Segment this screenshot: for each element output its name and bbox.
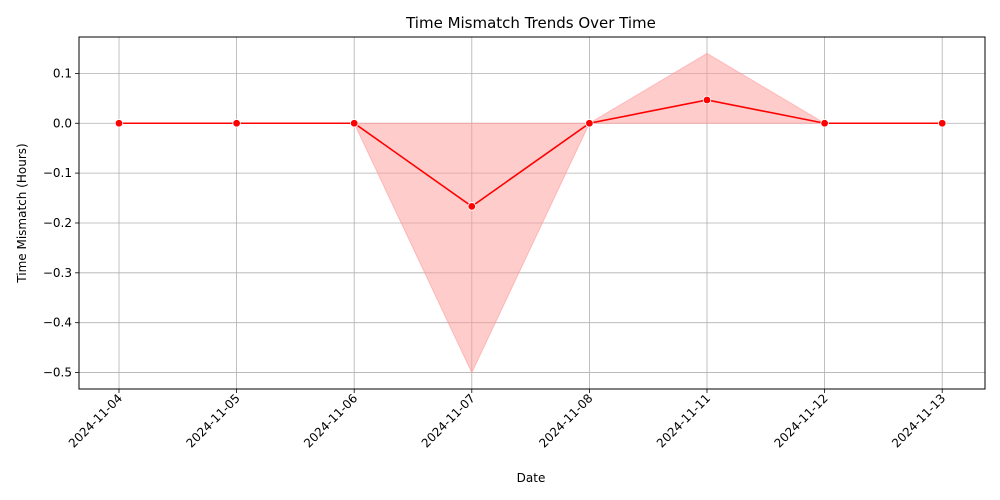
x-tick-label: 2024-11-04 xyxy=(66,391,125,450)
x-tick-label: 2024-11-06 xyxy=(301,391,360,450)
x-axis-title: Date xyxy=(517,471,546,485)
data-point xyxy=(938,119,947,128)
y-tick-label: −0.4 xyxy=(43,316,72,330)
y-tick-label: −0.5 xyxy=(43,366,72,380)
y-axis-ticks: 0.1 0.0 −0.1 −0.2 −0.3 −0.4 −0.5 xyxy=(43,66,79,380)
plot-frame xyxy=(78,36,986,390)
x-tick-label: 2024-11-12 xyxy=(772,391,831,450)
y-tick-label: 0.0 xyxy=(53,116,72,130)
x-tick-label: 2024-11-08 xyxy=(536,391,595,450)
marker-layer xyxy=(114,95,947,211)
chart-title: Time Mismatch Trends Over Time xyxy=(405,14,656,32)
y-tick-label: −0.2 xyxy=(43,216,72,230)
confidence-band xyxy=(119,52,943,374)
data-point xyxy=(467,202,476,211)
band-area xyxy=(119,52,943,374)
data-point xyxy=(114,119,124,128)
data-point xyxy=(585,119,594,128)
x-axis-ticks: 2024-11-04 2024-11-05 2024-11-06 2024-11-07… xyxy=(66,389,948,450)
series-line xyxy=(119,99,943,208)
x-tick-label: 2024-11-11 xyxy=(654,391,713,450)
x-tick-label: 2024-11-07 xyxy=(419,391,478,450)
y-tick-label: −0.1 xyxy=(43,166,72,180)
y-tick-label: −0.3 xyxy=(43,266,72,280)
y-axis-title: Time Mismatch (Hours) xyxy=(15,143,29,283)
x-tick-label: 2024-11-05 xyxy=(184,391,243,450)
data-point xyxy=(702,95,712,105)
data-point xyxy=(232,119,241,128)
series-line-layer xyxy=(119,99,943,208)
x-tick-label: 2024-11-13 xyxy=(889,391,948,450)
data-point xyxy=(350,119,359,128)
y-tick-label: 0.1 xyxy=(53,66,72,80)
data-point xyxy=(820,119,829,128)
